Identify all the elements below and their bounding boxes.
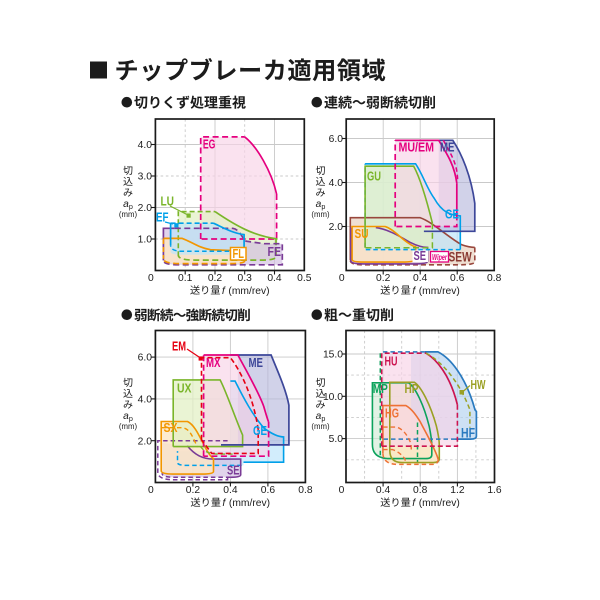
svg-text:SX: SX <box>164 421 178 435</box>
svg-text:5.0: 5.0 <box>329 434 344 445</box>
svg-text:(mm): (mm) <box>119 422 138 431</box>
svg-text:SE: SE <box>414 249 427 263</box>
svg-text:0.6: 0.6 <box>450 273 465 284</box>
svg-text:0.6: 0.6 <box>261 485 276 496</box>
svg-text:4.0: 4.0 <box>138 140 153 151</box>
svg-text:1.2: 1.2 <box>450 485 465 496</box>
svg-text:f: f <box>222 285 226 297</box>
svg-text:0.4: 0.4 <box>376 485 391 496</box>
svg-text:0.5: 0.5 <box>297 273 312 284</box>
svg-text:(mm/rev): (mm/rev) <box>228 286 269 297</box>
svg-text:0.4: 0.4 <box>267 273 282 284</box>
svg-text:(mm): (mm) <box>311 422 330 431</box>
svg-text:1.0: 1.0 <box>138 235 153 246</box>
svg-text:10.0: 10.0 <box>323 392 343 403</box>
svg-text:0.8: 0.8 <box>487 273 502 284</box>
svg-text:MP: MP <box>373 382 388 396</box>
svg-text:SU: SU <box>355 227 369 241</box>
svg-text:2.0: 2.0 <box>138 203 153 214</box>
svg-text:UX: UX <box>177 382 192 396</box>
svg-text:1.6: 1.6 <box>487 485 502 496</box>
svg-text:0.1: 0.1 <box>178 273 193 284</box>
svg-text:0.2: 0.2 <box>208 273 223 284</box>
svg-text:4.0: 4.0 <box>329 178 344 189</box>
svg-text:GE: GE <box>445 208 459 222</box>
svg-text:0.2: 0.2 <box>376 273 391 284</box>
svg-text:HU: HU <box>385 355 398 369</box>
svg-text:FL: FL <box>233 247 245 261</box>
svg-text:f: f <box>222 497 226 509</box>
svg-text:MX: MX <box>206 356 221 370</box>
svg-text:0.8: 0.8 <box>298 485 313 496</box>
svg-text:2.0: 2.0 <box>329 222 344 233</box>
svg-text:EM: EM <box>172 340 186 354</box>
svg-text:6.0: 6.0 <box>138 353 153 364</box>
svg-text:ap: ap <box>316 411 326 423</box>
svg-text:SE: SE <box>227 464 240 478</box>
svg-text:2.0: 2.0 <box>138 436 153 447</box>
svg-text:Wiper: Wiper <box>432 253 448 262</box>
svg-text:0: 0 <box>148 485 154 496</box>
svg-text:(mm): (mm) <box>119 210 138 219</box>
svg-text:0: 0 <box>339 485 345 496</box>
svg-text:0.2: 0.2 <box>186 485 201 496</box>
svg-text:(mm/rev): (mm/rev) <box>229 498 270 509</box>
svg-text:(mm/rev): (mm/rev) <box>419 498 460 509</box>
svg-text:0.3: 0.3 <box>238 273 253 284</box>
svg-text:HF: HF <box>461 426 475 441</box>
svg-text:0.4: 0.4 <box>413 273 428 284</box>
svg-text:0: 0 <box>339 273 345 284</box>
svg-text:FE: FE <box>268 245 282 259</box>
svg-text:4.0: 4.0 <box>138 395 153 406</box>
svg-text:ap: ap <box>123 411 133 423</box>
svg-text:0: 0 <box>148 273 154 284</box>
svg-text:6.0: 6.0 <box>329 134 344 145</box>
svg-text:ap: ap <box>123 199 133 211</box>
svg-text:MU/EM: MU/EM <box>399 140 435 155</box>
svg-text:SEW: SEW <box>449 250 472 265</box>
svg-text:EF: EF <box>156 211 169 225</box>
svg-text:LU: LU <box>161 195 175 209</box>
svg-text:GU: GU <box>367 170 381 184</box>
svg-text:HG: HG <box>385 407 399 421</box>
svg-text:GE: GE <box>253 424 267 438</box>
svg-text:(mm/rev): (mm/rev) <box>419 286 460 297</box>
svg-text:0.8: 0.8 <box>413 485 428 496</box>
svg-text:3.0: 3.0 <box>138 172 153 183</box>
svg-text:f: f <box>412 285 416 297</box>
svg-text:EG: EG <box>203 138 216 152</box>
svg-text:ME: ME <box>440 140 455 155</box>
svg-text:(mm): (mm) <box>311 210 330 219</box>
svg-text:ME: ME <box>249 356 264 370</box>
svg-text:f: f <box>412 497 416 509</box>
svg-text:0.4: 0.4 <box>223 485 238 496</box>
svg-text:ap: ap <box>316 199 326 211</box>
svg-text:HW: HW <box>471 378 486 392</box>
svg-text:15.0: 15.0 <box>323 350 343 361</box>
svg-text:HP: HP <box>405 382 419 396</box>
